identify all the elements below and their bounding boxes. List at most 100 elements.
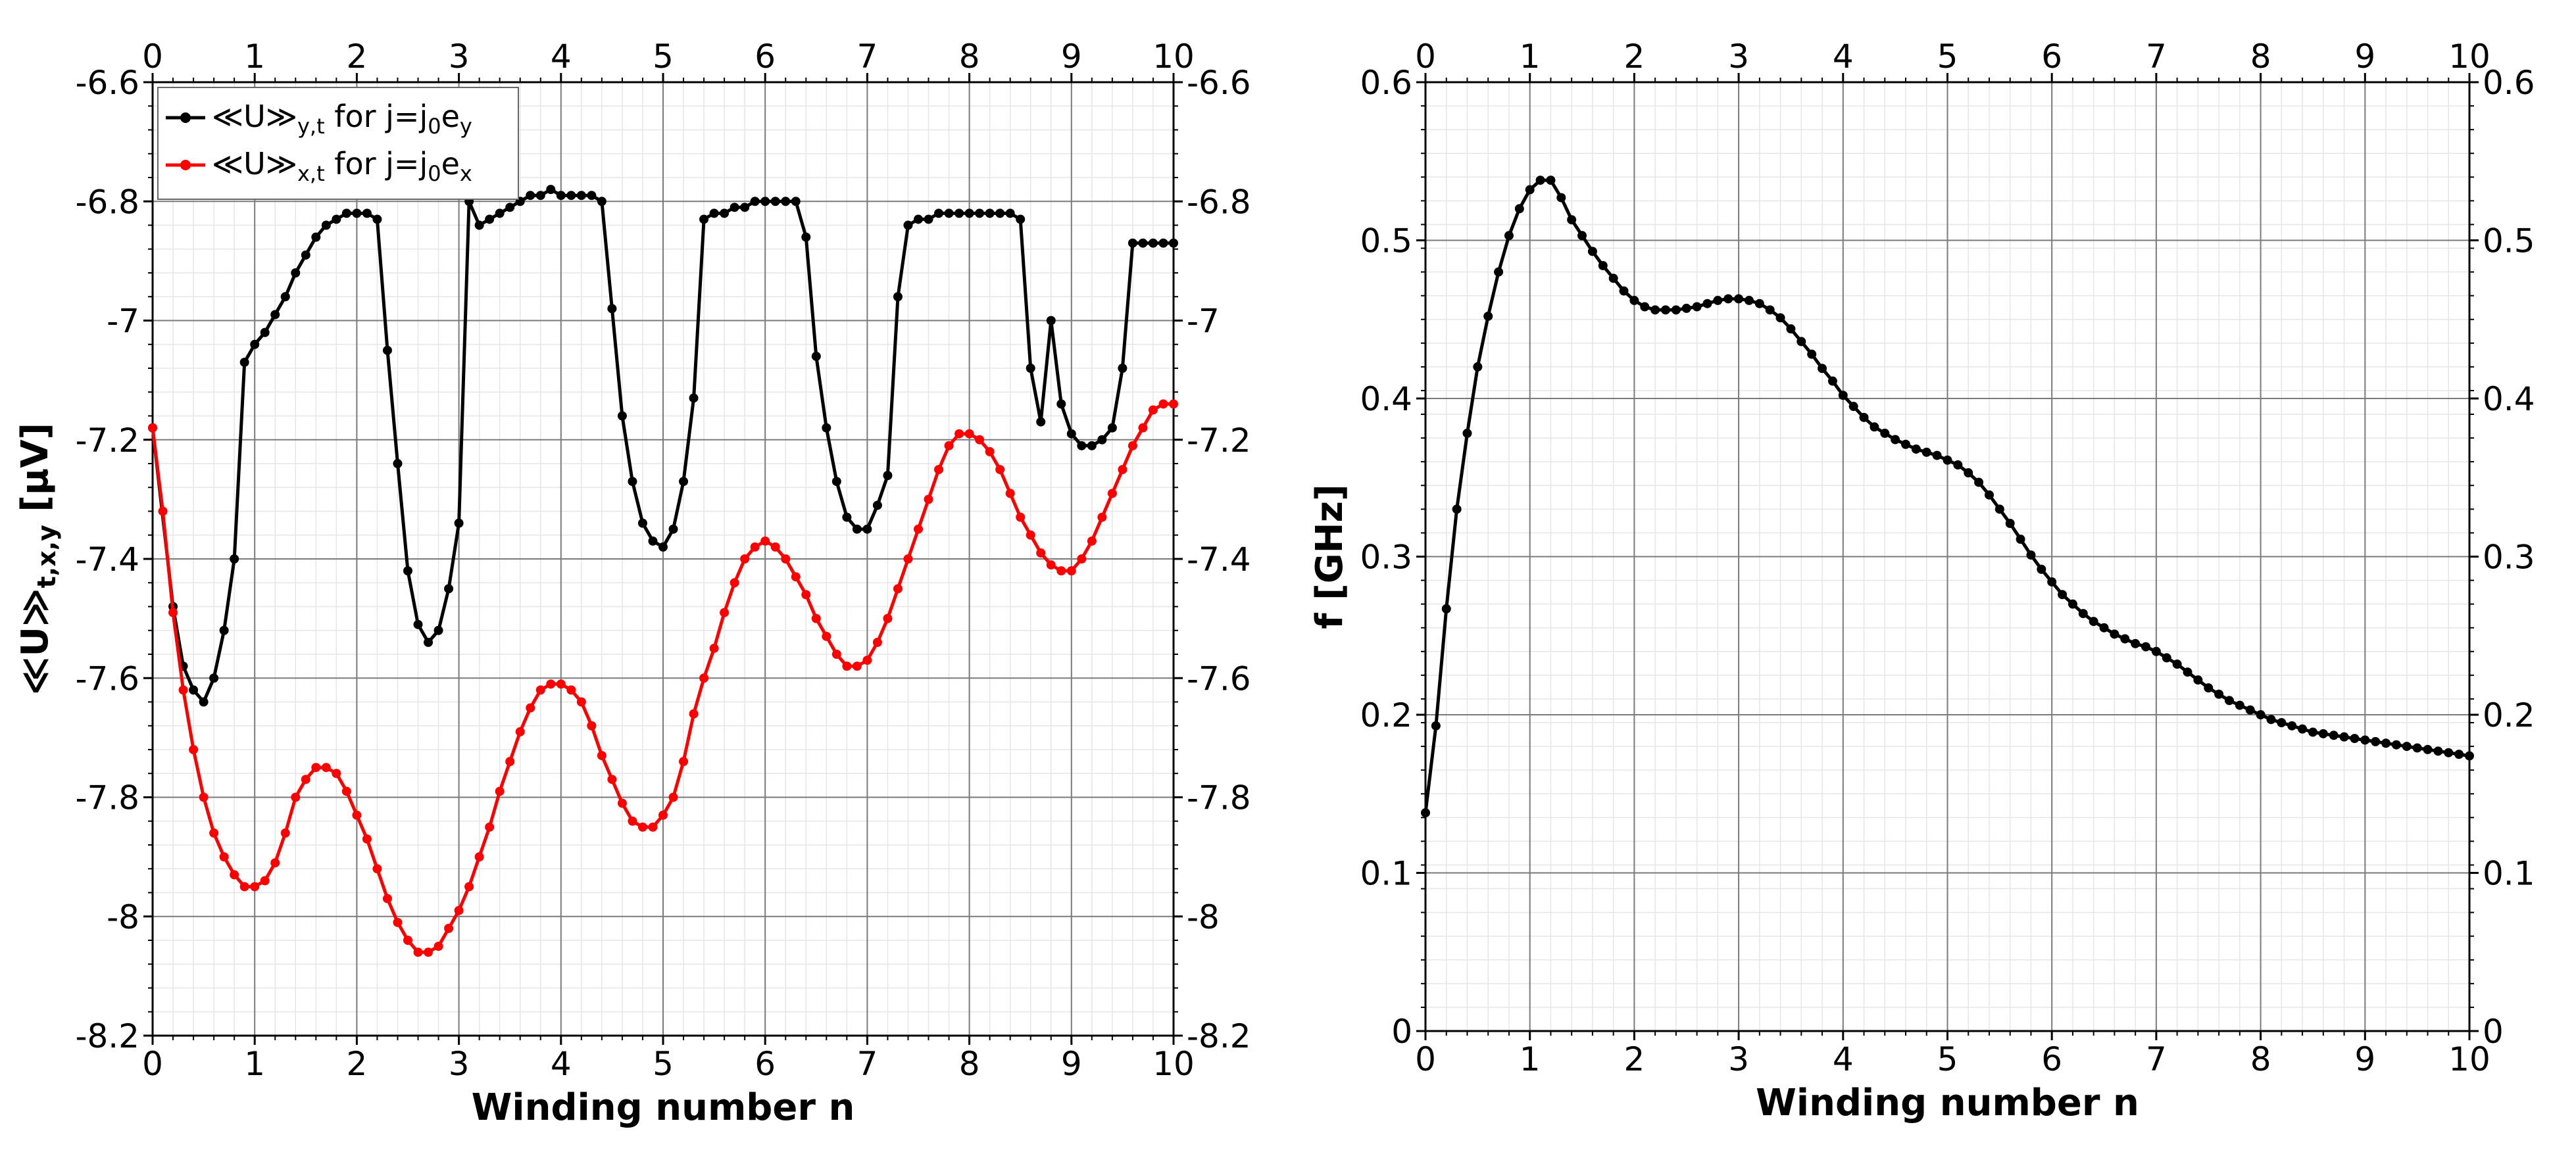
data-point bbox=[1911, 444, 1921, 454]
y-tick-label: -7.2 bbox=[75, 421, 139, 460]
x-tick-label: 6 bbox=[2041, 1040, 2062, 1078]
data-point bbox=[2162, 653, 2171, 663]
data-point bbox=[209, 673, 219, 683]
data-point bbox=[648, 536, 658, 546]
data-point bbox=[1077, 441, 1087, 450]
data-point bbox=[474, 852, 484, 862]
y-tick-label: 0.6 bbox=[1360, 64, 1412, 102]
data-point bbox=[2131, 638, 2141, 648]
data-point bbox=[587, 191, 597, 201]
data-point bbox=[1681, 303, 1691, 313]
x-tick-label-top: 7 bbox=[856, 37, 878, 76]
data-point bbox=[883, 471, 893, 481]
y-axis-label: f [GHz] bbox=[1308, 484, 1351, 629]
axis-ticks bbox=[143, 73, 1183, 1045]
y-tick-label-right: 0.3 bbox=[2483, 539, 2535, 577]
x-tick-label-top: 4 bbox=[551, 37, 572, 76]
y-tick-label-right: -6.6 bbox=[1187, 64, 1251, 102]
data-point bbox=[2089, 617, 2098, 627]
data-point bbox=[2371, 736, 2381, 746]
data-point bbox=[454, 905, 464, 915]
y-tick-label-right: -7.6 bbox=[1187, 660, 1251, 698]
data-point bbox=[1483, 311, 1493, 321]
y-tick-label: 0.4 bbox=[1360, 380, 1412, 418]
x-tick-label: 4 bbox=[551, 1045, 572, 1083]
data-point bbox=[199, 697, 209, 707]
data-point bbox=[975, 435, 985, 445]
data-point bbox=[831, 477, 841, 487]
data-point bbox=[2245, 705, 2255, 715]
data-point bbox=[791, 572, 801, 582]
data-point bbox=[2433, 746, 2443, 756]
data-point bbox=[1953, 460, 1963, 470]
data-point bbox=[1056, 399, 1066, 409]
data-point bbox=[485, 214, 495, 224]
y-tick-label-right: -7 bbox=[1187, 302, 1220, 341]
y-tick-label-right: -7.2 bbox=[1187, 421, 1251, 460]
data-point bbox=[1859, 412, 1869, 422]
data-point bbox=[2381, 738, 2391, 748]
data-point bbox=[1118, 465, 1127, 475]
data-point bbox=[862, 656, 872, 665]
data-point bbox=[1692, 302, 1702, 312]
data-point bbox=[893, 584, 903, 594]
data-point bbox=[2256, 710, 2266, 719]
x-tick-label-top: 3 bbox=[449, 37, 470, 76]
data-point bbox=[1598, 260, 1608, 270]
data-point bbox=[250, 882, 260, 892]
data-point bbox=[1796, 337, 1806, 347]
data-point bbox=[424, 948, 433, 957]
data-point bbox=[556, 679, 566, 689]
data-point bbox=[566, 685, 576, 695]
data-point bbox=[230, 870, 239, 880]
data-point bbox=[1661, 305, 1671, 315]
x-tick-label: 5 bbox=[653, 1045, 674, 1083]
data-point bbox=[2277, 718, 2287, 728]
legend-entry: ≪U≫x,t for j=j0ex bbox=[212, 146, 472, 186]
data-point bbox=[1744, 295, 1754, 305]
y-tick-label: -8.2 bbox=[75, 1017, 139, 1055]
data-point bbox=[230, 554, 239, 564]
x-tick-label: 1 bbox=[244, 1045, 265, 1083]
data-point bbox=[1535, 176, 1545, 185]
data-point bbox=[2183, 667, 2192, 677]
y-tick-label: 0.5 bbox=[1360, 222, 1412, 260]
data-point bbox=[495, 208, 505, 218]
data-point bbox=[1462, 428, 1472, 438]
x-tick-label-top: 6 bbox=[2041, 37, 2062, 76]
y-tick-label: -6.6 bbox=[75, 64, 139, 102]
y-tick-label-right: 0.6 bbox=[2483, 64, 2535, 102]
x-tick-label: 10 bbox=[1152, 1045, 1195, 1083]
data-point bbox=[239, 882, 249, 892]
data-point bbox=[403, 566, 412, 576]
data-point bbox=[1702, 299, 1712, 308]
data-point bbox=[1994, 504, 2004, 514]
x-tick-label-top: 9 bbox=[2354, 37, 2375, 76]
data-point bbox=[1066, 429, 1076, 439]
data-point bbox=[1514, 204, 1524, 214]
data-point bbox=[433, 625, 443, 635]
data-point bbox=[760, 536, 770, 546]
data-point bbox=[985, 208, 995, 218]
x-tick-label-top: 8 bbox=[2250, 37, 2271, 76]
data-point bbox=[352, 810, 362, 820]
data-point bbox=[1880, 428, 1890, 438]
data-point bbox=[1964, 468, 1973, 478]
data-point bbox=[148, 423, 157, 433]
data-point bbox=[2298, 724, 2308, 734]
data-point bbox=[709, 643, 719, 653]
data-point bbox=[914, 524, 923, 534]
data-point bbox=[587, 721, 597, 731]
x-tick-label-top: 8 bbox=[959, 37, 980, 76]
data-point bbox=[1473, 362, 1483, 372]
data-point bbox=[730, 578, 739, 588]
x-tick-label-top: 1 bbox=[244, 37, 265, 76]
y-tick-label: -7.4 bbox=[75, 541, 139, 579]
data-point bbox=[352, 208, 362, 218]
data-point bbox=[995, 465, 1005, 475]
x-tick-label-top: 0 bbox=[1415, 37, 1436, 76]
data-point bbox=[403, 936, 412, 945]
data-point bbox=[2360, 735, 2370, 745]
legend: ≪U≫y,t for j=j0ey ≪U≫x,t for j=j0ex bbox=[157, 87, 519, 200]
data-point bbox=[1087, 536, 1097, 546]
